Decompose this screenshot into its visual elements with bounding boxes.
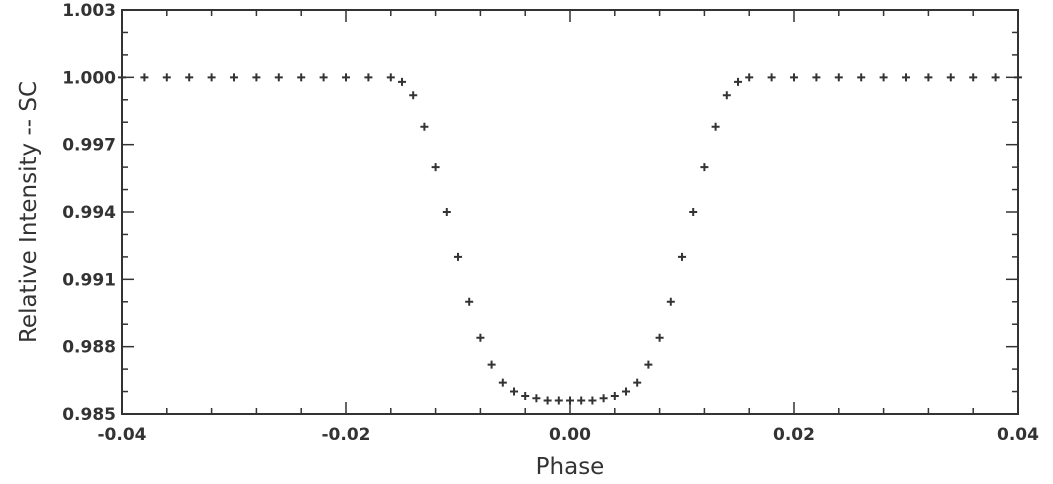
data-point — [185, 73, 194, 82]
data-point — [386, 73, 395, 82]
data-point — [532, 394, 541, 403]
data-point — [857, 73, 866, 82]
x-tick-label: -0.02 — [322, 425, 371, 445]
data-point — [946, 73, 955, 82]
data-point — [398, 77, 406, 86]
data-point — [521, 392, 530, 401]
data-point — [543, 396, 552, 405]
y-tick-label: 0.985 — [62, 405, 116, 425]
y-tick-label: 0.997 — [62, 136, 116, 156]
data-point — [588, 396, 597, 405]
data-point — [498, 378, 507, 387]
data-point — [644, 360, 653, 369]
y-tick-label: 1.003 — [62, 1, 116, 21]
data-point — [207, 73, 216, 82]
data-point — [554, 396, 563, 405]
data-point — [274, 73, 283, 82]
data-point — [879, 73, 888, 82]
plot-frame — [121, 9, 1019, 415]
data-point — [790, 73, 798, 82]
y-tick-label: 0.994 — [62, 203, 116, 223]
y-axis-label: Relative Intensity -- SC — [16, 81, 42, 343]
data-points — [118, 73, 1022, 405]
data-point — [442, 208, 451, 216]
data-point — [700, 163, 709, 172]
y-tick-label: 0.988 — [62, 338, 116, 358]
data-point — [633, 378, 642, 387]
data-point — [431, 163, 440, 172]
data-point — [297, 73, 306, 82]
x-tick-label: 0.04 — [997, 425, 1039, 445]
data-point — [610, 392, 619, 401]
x-tick-label: -0.04 — [98, 425, 147, 445]
data-point — [991, 73, 1000, 82]
data-point — [364, 73, 373, 82]
axis-ticks — [121, 9, 1019, 415]
data-point — [969, 73, 978, 82]
data-point — [140, 73, 149, 82]
data-point — [162, 73, 171, 82]
data-point — [476, 333, 485, 342]
data-point — [745, 73, 754, 82]
data-point — [230, 73, 238, 82]
data-point — [924, 73, 933, 82]
data-point — [420, 122, 429, 131]
data-point — [252, 73, 261, 82]
data-point — [767, 73, 776, 82]
data-point — [711, 122, 720, 131]
data-point — [834, 73, 843, 82]
data-point — [319, 73, 328, 82]
data-point — [902, 73, 910, 82]
data-point — [655, 333, 664, 342]
data-point — [465, 297, 474, 306]
data-point — [678, 252, 686, 261]
data-point — [689, 208, 698, 216]
data-point — [409, 91, 418, 100]
data-point — [510, 387, 518, 396]
data-point — [666, 297, 675, 306]
data-point — [734, 77, 742, 86]
data-point — [622, 387, 630, 396]
data-point — [342, 73, 350, 82]
data-point — [812, 73, 821, 82]
data-point — [487, 360, 496, 369]
x-axis-label: Phase — [536, 454, 605, 480]
data-point — [599, 394, 608, 403]
x-tick-label: 0.02 — [773, 425, 815, 445]
data-point — [454, 252, 462, 261]
tick-labels: -0.04 -0.02 0.00 0.02 0.04 0.985 0.988 0.991 0.9… — [62, 1, 1039, 445]
y-tick-label: 1.000 — [62, 68, 116, 88]
x-tick-label: 0.00 — [549, 425, 591, 445]
data-point — [722, 91, 731, 100]
y-tick-label: 0.991 — [62, 270, 116, 290]
data-point — [577, 396, 586, 405]
